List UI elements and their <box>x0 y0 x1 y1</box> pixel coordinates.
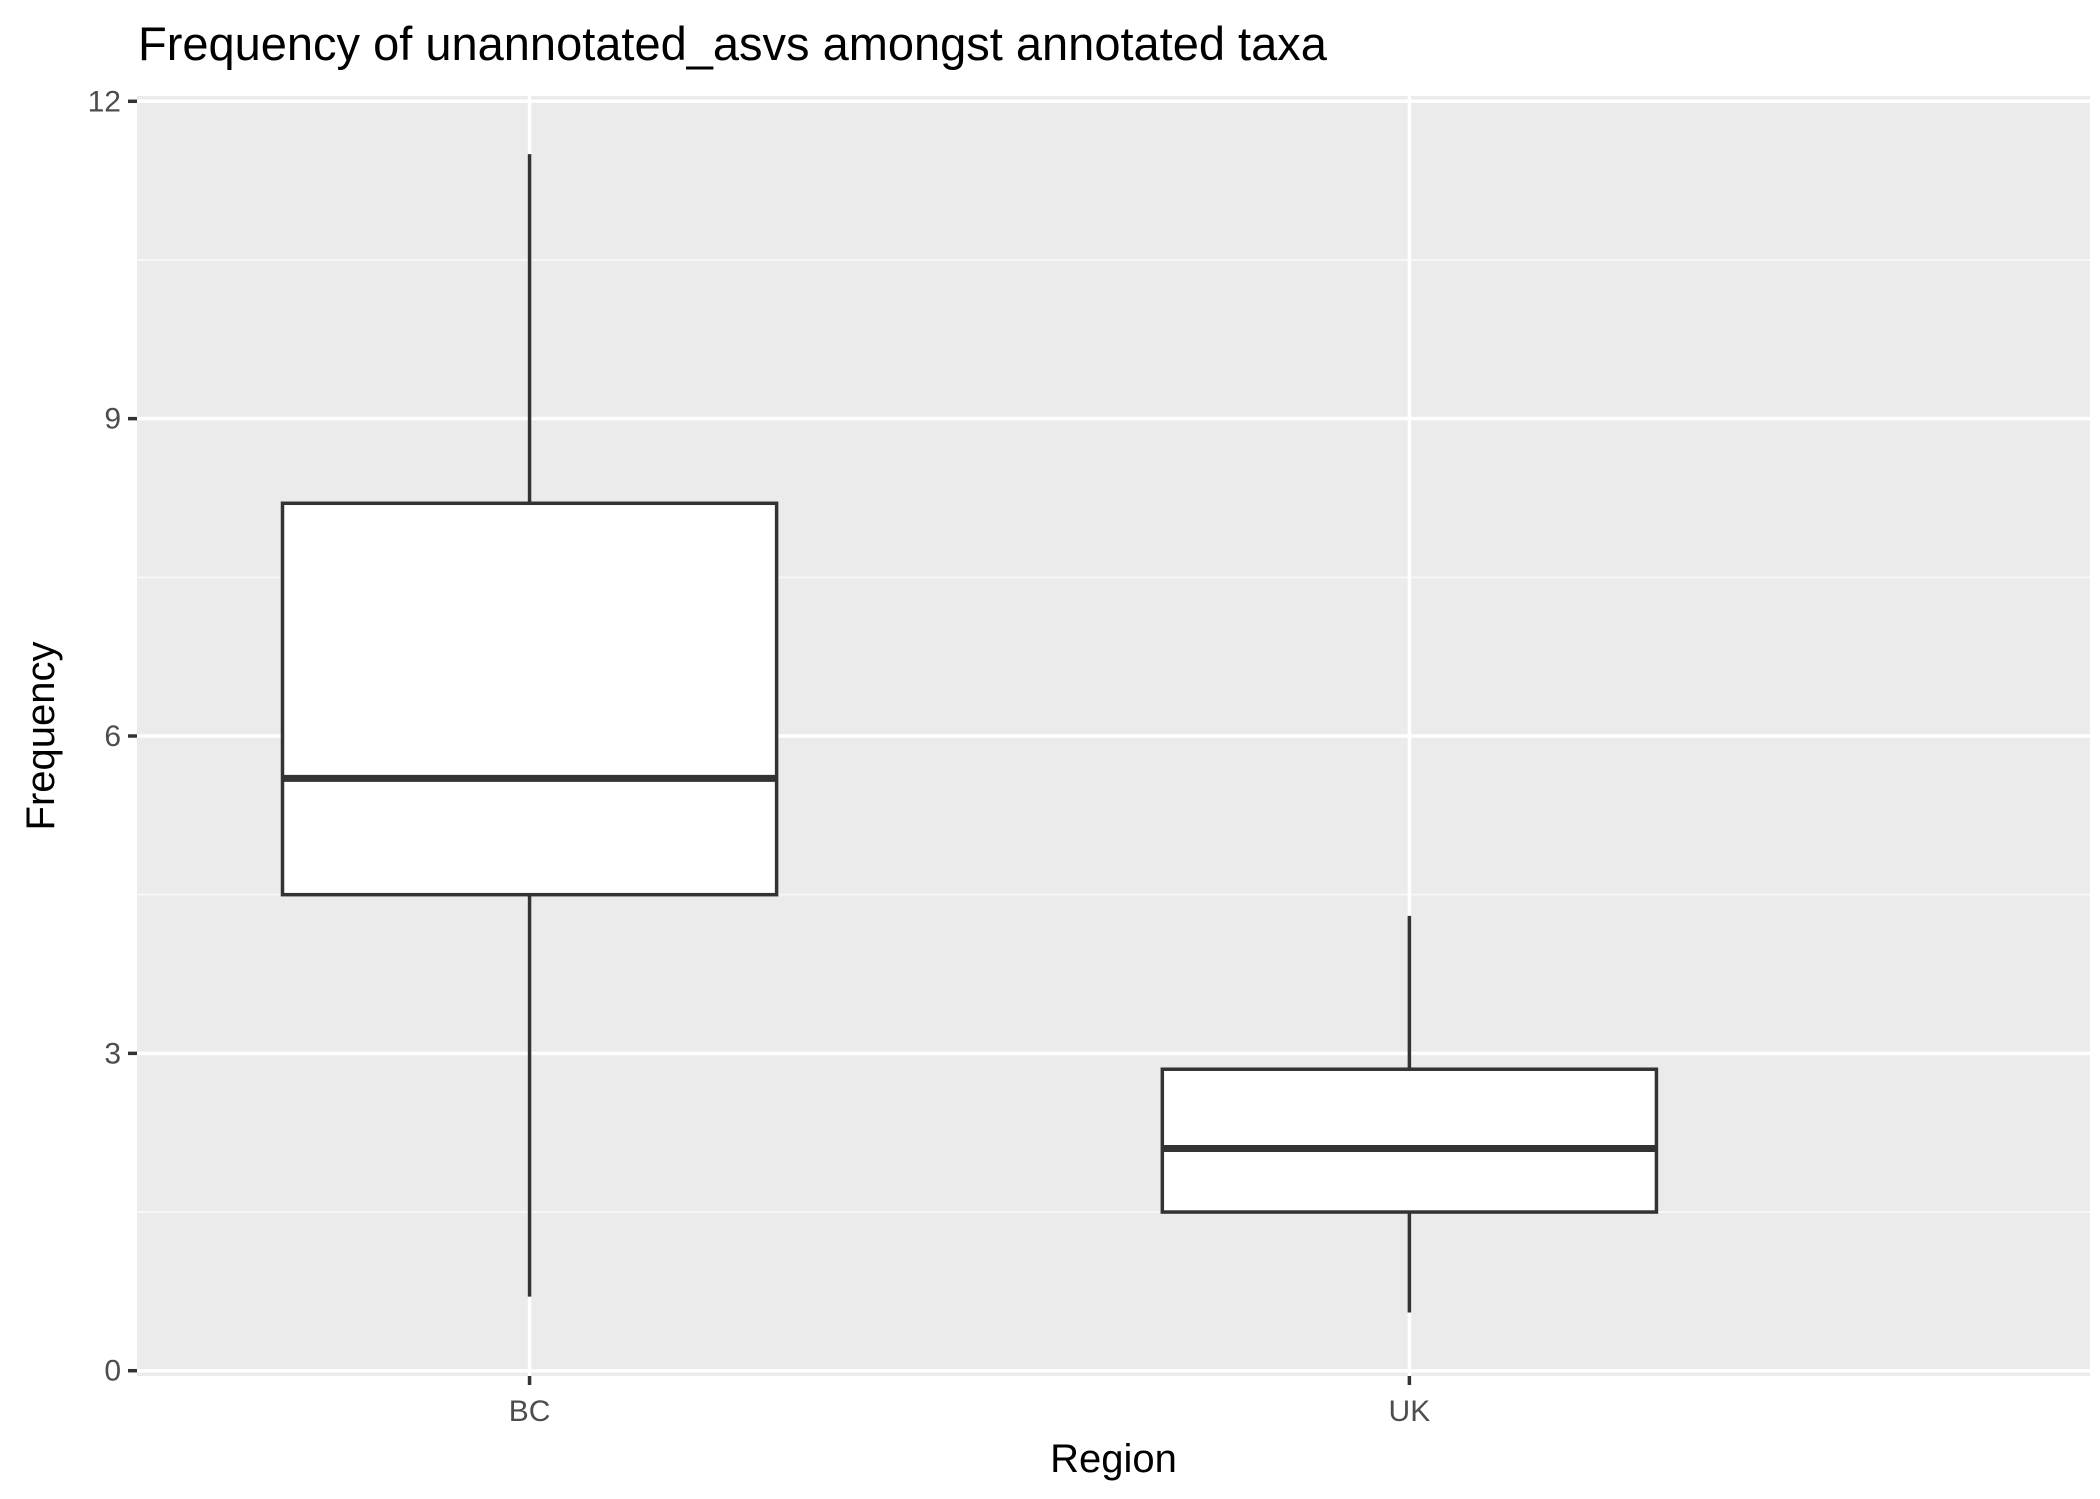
y-axis-title: Frequency <box>19 642 63 831</box>
y-tick-label: 9 <box>104 403 121 436</box>
chart-title: Frequency of unannotated_asvs amongst an… <box>138 17 1328 70</box>
x-tick-label-bc: BC <box>509 1395 551 1428</box>
boxes <box>280 154 1659 1313</box>
x-tick-label-uk: UK <box>1389 1395 1431 1428</box>
y-tick-label: 12 <box>88 85 121 118</box>
y-tick-label: 6 <box>104 720 121 753</box>
x-axis-title: Region <box>1050 1437 1177 1481</box>
y-tick-label: 0 <box>104 1355 121 1388</box>
iqr-box <box>280 501 779 897</box>
x-axis: BC UK <box>509 1376 1431 1428</box>
box-uk <box>1160 915 1659 1313</box>
y-axis: 0 3 6 9 12 <box>88 85 137 1388</box>
box-bc <box>280 154 779 1297</box>
y-tick-label: 3 <box>104 1037 121 1070</box>
iqr-box <box>1160 1067 1659 1214</box>
